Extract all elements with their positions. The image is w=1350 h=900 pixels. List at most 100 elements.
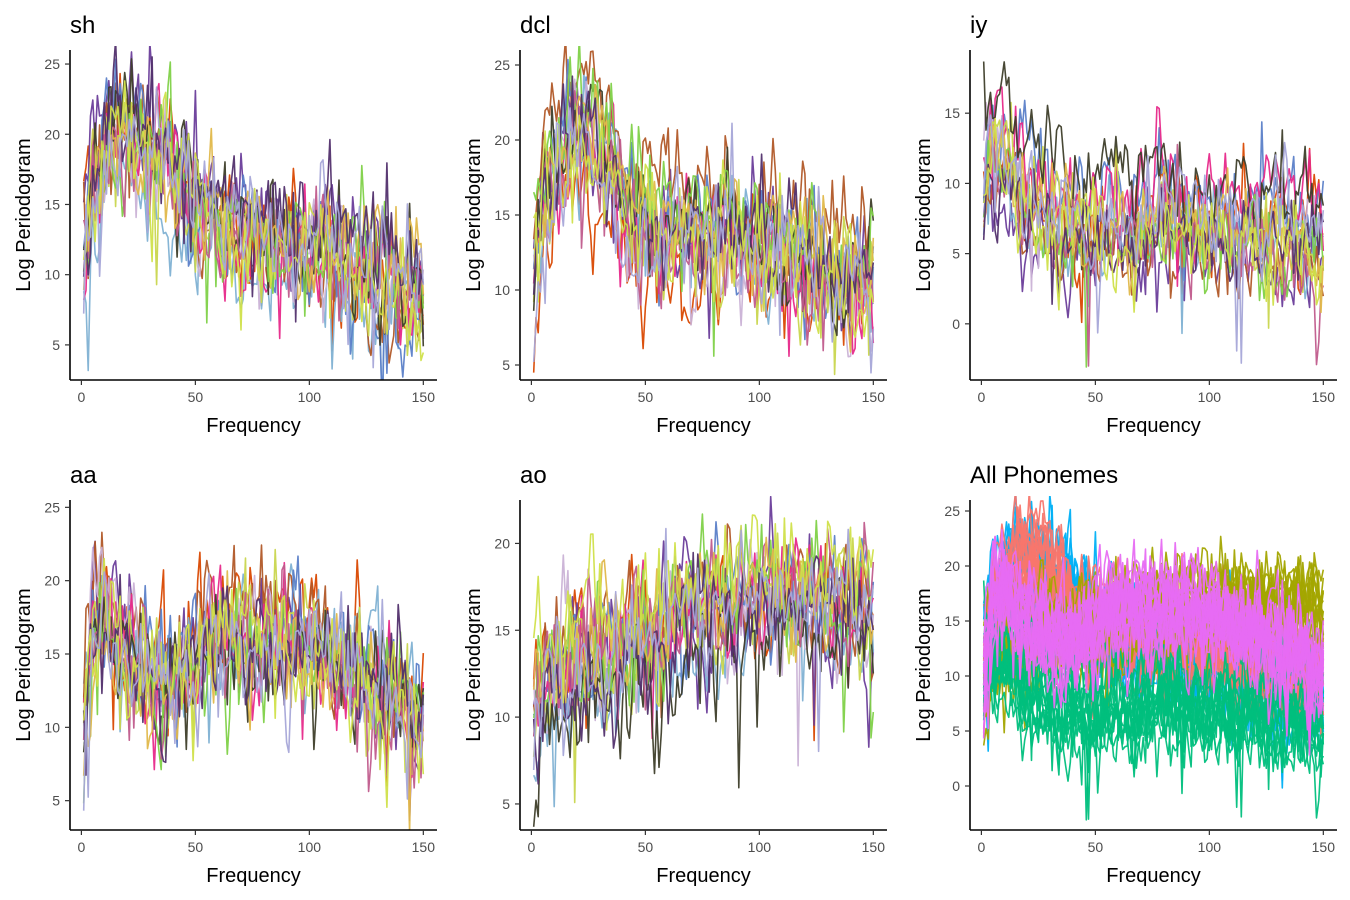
y-tick-label: 15 bbox=[494, 207, 510, 223]
x-tick-label: 50 bbox=[638, 389, 654, 405]
panel-title: All Phonemes bbox=[970, 462, 1118, 489]
panel-title: aa bbox=[70, 462, 97, 489]
x-tick-label: 0 bbox=[527, 389, 535, 405]
x-tick-label: 100 bbox=[298, 839, 322, 855]
series-line-iy bbox=[982, 639, 1325, 820]
y-tick-label: 5 bbox=[52, 793, 60, 809]
x-axis-title: Frequency bbox=[1106, 865, 1201, 887]
y-tick-label: 5 bbox=[952, 246, 960, 262]
x-tick-label: 0 bbox=[77, 839, 85, 855]
y-tick-label: 20 bbox=[494, 132, 510, 148]
panel-sh: sh 0 50 100 150 5 10 15 20 25 Frequency Log Periodo… bbox=[13, 12, 437, 437]
series-line bbox=[532, 114, 875, 338]
y-axis-title: Log Periodogram bbox=[13, 588, 35, 741]
plot-area bbox=[532, 496, 875, 827]
plot-area bbox=[532, 46, 875, 376]
plot-area bbox=[82, 531, 425, 830]
series-line-aa bbox=[982, 558, 1325, 739]
x-axis-title: Frequency bbox=[206, 865, 301, 887]
x-axis-title: Frequency bbox=[1106, 415, 1201, 437]
y-axis-title: Log Periodogram bbox=[463, 138, 485, 291]
x-tick-label: 0 bbox=[977, 839, 985, 855]
y-tick-label: 15 bbox=[944, 105, 960, 121]
x-tick-label: 0 bbox=[527, 839, 535, 855]
y-tick-label: 25 bbox=[494, 57, 510, 73]
y-axis-title: Log Periodogram bbox=[913, 588, 935, 741]
y-tick-label: 25 bbox=[44, 499, 60, 515]
y-tick-label: 15 bbox=[944, 613, 960, 629]
y-tick-label: 5 bbox=[52, 337, 60, 353]
series-line bbox=[82, 571, 425, 811]
x-tick-label: 150 bbox=[862, 839, 886, 855]
y-tick-label: 10 bbox=[494, 282, 510, 298]
panel-all-phonemes: All Phonemes 0 50 100 150 0 5 10 15 20 25 Frequency… bbox=[913, 462, 1337, 887]
series-line bbox=[982, 114, 1325, 364]
x-tick-label: 50 bbox=[1088, 389, 1104, 405]
y-tick-label: 15 bbox=[44, 646, 60, 662]
series-line-aa bbox=[982, 560, 1325, 713]
y-tick-label: 25 bbox=[944, 503, 960, 519]
y-tick-label: 20 bbox=[494, 535, 510, 551]
x-tick-label: 150 bbox=[862, 389, 886, 405]
plot-area bbox=[982, 61, 1325, 368]
x-tick-label: 150 bbox=[1312, 839, 1336, 855]
y-tick-label: 10 bbox=[944, 175, 960, 191]
y-tick-label: 5 bbox=[952, 723, 960, 739]
panel-title: iy bbox=[970, 12, 987, 39]
x-tick-label: 100 bbox=[298, 389, 322, 405]
plot-area bbox=[82, 46, 425, 380]
x-tick-label: 0 bbox=[77, 389, 85, 405]
x-tick-label: 100 bbox=[748, 389, 772, 405]
panel-ao: ao 0 50 100 150 5 10 15 20 Frequency Log Periodogr… bbox=[463, 462, 887, 887]
y-tick-label: 15 bbox=[494, 622, 510, 638]
x-tick-label: 150 bbox=[412, 839, 436, 855]
series-line bbox=[982, 137, 1325, 367]
series-line bbox=[532, 46, 875, 357]
series-line bbox=[532, 75, 875, 314]
x-tick-label: 0 bbox=[977, 389, 985, 405]
x-tick-label: 50 bbox=[1088, 839, 1104, 855]
panel-aa: aa 0 50 100 150 5 10 15 20 25 Frequency Log Periodo… bbox=[13, 462, 437, 887]
panel-title: ao bbox=[520, 462, 547, 489]
y-tick-label: 5 bbox=[502, 357, 510, 373]
plot-area bbox=[982, 496, 1325, 821]
series-line bbox=[82, 573, 425, 776]
y-axis-title: Log Periodogram bbox=[13, 138, 35, 291]
series-line-iy bbox=[982, 621, 1325, 818]
x-tick-label: 150 bbox=[412, 389, 436, 405]
series-line bbox=[982, 61, 1325, 271]
x-tick-label: 50 bbox=[638, 839, 654, 855]
x-tick-label: 150 bbox=[1312, 389, 1336, 405]
y-tick-label: 10 bbox=[944, 668, 960, 684]
y-tick-label: 25 bbox=[44, 56, 60, 72]
panel-dcl: dcl 0 50 100 150 5 10 15 20 25 Frequency Log Period… bbox=[463, 12, 887, 437]
series-line bbox=[82, 86, 425, 369]
panel-title: dcl bbox=[520, 12, 551, 39]
x-tick-label: 100 bbox=[1198, 389, 1222, 405]
y-tick-label: 10 bbox=[44, 267, 60, 283]
x-tick-label: 100 bbox=[1198, 839, 1222, 855]
y-tick-label: 20 bbox=[944, 558, 960, 574]
series-line bbox=[532, 551, 875, 785]
x-axis-title: Frequency bbox=[206, 415, 301, 437]
series-line bbox=[532, 527, 875, 771]
y-tick-label: 0 bbox=[952, 316, 960, 332]
x-axis-title: Frequency bbox=[656, 415, 751, 437]
y-tick-label: 10 bbox=[44, 719, 60, 735]
y-tick-label: 20 bbox=[44, 126, 60, 142]
y-axis-title: Log Periodogram bbox=[913, 138, 935, 291]
y-tick-label: 10 bbox=[494, 709, 510, 725]
y-axis-title: Log Periodogram bbox=[463, 588, 485, 741]
y-tick-label: 20 bbox=[44, 573, 60, 589]
series-line bbox=[532, 514, 875, 704]
x-tick-label: 50 bbox=[188, 389, 204, 405]
series-line bbox=[532, 107, 875, 374]
panel-title: sh bbox=[70, 12, 95, 39]
panel-iy: iy 0 50 100 150 0 5 10 15 Frequency Log Periodogra… bbox=[913, 12, 1337, 437]
y-tick-label: 15 bbox=[44, 196, 60, 212]
x-axis-title: Frequency bbox=[656, 865, 751, 887]
y-tick-label: 0 bbox=[952, 778, 960, 794]
series-line bbox=[533, 84, 875, 353]
x-tick-label: 100 bbox=[748, 839, 772, 855]
